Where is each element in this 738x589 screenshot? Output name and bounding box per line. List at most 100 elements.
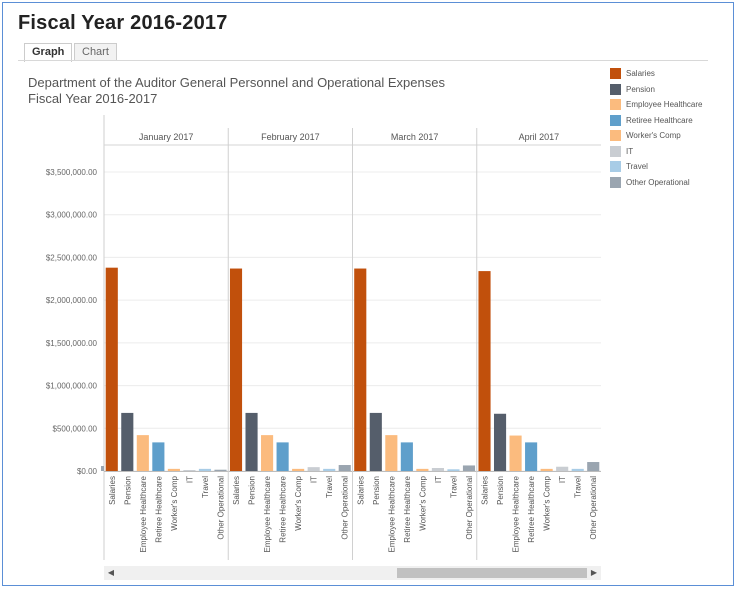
bar — [571, 468, 584, 471]
bar — [183, 470, 196, 471]
legend-swatch — [610, 161, 621, 173]
horizontal-scrollbar[interactable]: ◀ ▶ — [104, 566, 601, 580]
bar — [493, 413, 507, 471]
y-tick-label: $2,000,000.00 — [46, 296, 98, 305]
legend-item[interactable]: Employee Healthcare — [610, 97, 702, 113]
bar — [509, 435, 522, 471]
x-tick-label: Employee Healthcare — [263, 475, 272, 552]
x-tick-label: Pension — [123, 476, 132, 505]
y-tick-label: $500,000.00 — [53, 424, 98, 433]
legend-swatch — [610, 145, 621, 157]
legend-item[interactable]: Other Operational — [610, 175, 702, 191]
x-tick-label: IT — [434, 476, 443, 483]
x-tick-label: Worker's Comp — [170, 475, 179, 530]
x-tick-label: Employee Healthcare — [512, 475, 521, 552]
bar — [136, 435, 149, 471]
x-tick-label: Travel — [325, 476, 334, 498]
panel-header-label: January 2017 — [139, 132, 194, 142]
x-tick-label: Retiree Healthcare — [154, 475, 163, 542]
bar — [400, 442, 413, 471]
legend-item[interactable]: Retiree Healthcare — [610, 113, 702, 129]
legend-label: IT — [626, 146, 634, 156]
x-tick-label: Other Operational — [589, 476, 598, 540]
legend-label: Pension — [626, 84, 655, 94]
chart-title: Department of the Auditor General Person… — [28, 75, 445, 107]
x-tick-label: Retiree Healthcare — [279, 475, 288, 542]
bar — [198, 468, 212, 471]
x-tick-label: Salaries — [356, 476, 365, 505]
x-tick-label: Employee Healthcare — [387, 475, 396, 552]
legend-swatch — [610, 83, 621, 95]
legend-label: Retiree Healthcare — [626, 115, 693, 125]
x-tick-label: IT — [558, 476, 567, 483]
y-tick-label: $3,000,000.00 — [46, 211, 98, 220]
x-tick-label: Travel — [449, 476, 458, 498]
bar — [105, 267, 118, 471]
x-tick-label: Worker's Comp — [543, 475, 552, 530]
legend-swatch — [610, 68, 621, 80]
bar — [462, 465, 476, 471]
legend-label: Employee Healthcare — [626, 100, 703, 110]
legend-item[interactable]: Worker's Comp — [610, 128, 702, 144]
bar — [431, 468, 444, 471]
bar — [525, 442, 538, 471]
legend-label: Worker's Comp — [626, 131, 681, 141]
x-tick-label: Employee Healthcare — [139, 475, 148, 552]
bar — [540, 468, 553, 471]
y-tick-label: $0.00 — [77, 467, 98, 476]
bar — [121, 412, 134, 471]
x-tick-label: IT — [310, 476, 319, 483]
bar — [167, 468, 180, 471]
bar — [478, 271, 491, 471]
bar — [556, 466, 569, 471]
x-tick-label: Salaries — [232, 476, 241, 505]
tab-divider — [18, 60, 708, 61]
legend-item[interactable]: Travel — [610, 159, 702, 175]
x-tick-label: Retiree Healthcare — [527, 475, 536, 542]
bar — [292, 468, 305, 471]
x-tick-label: Retiree Healthcare — [403, 475, 412, 542]
bar — [307, 467, 320, 471]
bar — [152, 442, 165, 471]
x-tick-label: Pension — [372, 476, 381, 505]
x-tick-label: Pension — [248, 476, 257, 505]
legend-item[interactable]: Pension — [610, 82, 702, 98]
edge-bar-fragment — [101, 466, 104, 471]
legend-swatch — [610, 99, 621, 111]
bar — [385, 435, 398, 471]
x-tick-label: Travel — [574, 476, 583, 498]
page-title: Fiscal Year 2016-2017 — [18, 12, 228, 34]
chart-title-line1: Department of the Auditor General Person… — [28, 75, 445, 90]
legend-swatch — [610, 130, 621, 142]
bar — [338, 465, 351, 471]
bar — [354, 268, 367, 471]
bar — [587, 462, 600, 471]
y-tick-label: $2,500,000.00 — [46, 253, 98, 262]
x-tick-label: Other Operational — [465, 476, 474, 540]
tab-chart[interactable]: Chart — [74, 43, 117, 61]
legend-label: Other Operational — [626, 177, 690, 187]
scroll-thumb[interactable] — [397, 568, 587, 578]
x-tick-label: IT — [185, 476, 194, 483]
legend-label: Travel — [626, 162, 648, 172]
legend-swatch — [610, 114, 621, 126]
x-tick-label: Salaries — [481, 476, 490, 505]
tab-graph[interactable]: Graph — [24, 43, 73, 62]
panel-header-label: April 2017 — [519, 132, 560, 142]
bar — [214, 469, 227, 471]
legend-item[interactable]: IT — [610, 144, 702, 160]
legend-item[interactable]: Salaries — [610, 66, 702, 82]
chart-legend: Salaries Pension Employee Healthcare Retire… — [610, 66, 702, 190]
bar — [447, 469, 460, 471]
bar — [245, 412, 258, 471]
bar — [276, 442, 289, 471]
bar — [369, 412, 382, 471]
x-tick-label: Other Operational — [216, 476, 225, 540]
x-tick-label: Travel — [201, 476, 210, 498]
bar — [261, 435, 274, 471]
scroll-right-icon[interactable]: ▶ — [590, 568, 598, 577]
scroll-left-icon[interactable]: ◀ — [107, 568, 115, 577]
legend-label: Salaries — [626, 69, 655, 79]
